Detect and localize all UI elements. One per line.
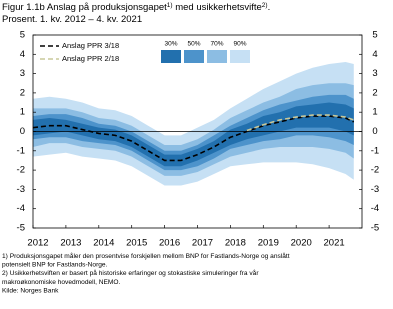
y-tick-label: 5	[20, 30, 25, 41]
x-tick-label: 2014	[93, 238, 114, 249]
legend-band-swatch	[230, 50, 250, 63]
y2-tick-label: 1	[372, 107, 377, 118]
title-footnote-ref: 2)	[262, 2, 268, 9]
y-tick-label: 0	[20, 126, 25, 137]
uncertainty-band	[33, 83, 354, 176]
y2-tick-label: -4	[371, 203, 379, 214]
x-tick-label: 2012	[27, 238, 48, 249]
y-tick-label: 1	[20, 107, 25, 118]
y2-tick-label: 5	[372, 30, 377, 41]
legend-band-label: 30%	[164, 41, 177, 48]
y2-tick-label: 4	[372, 49, 377, 60]
y-tick-label: -1	[17, 145, 25, 156]
uncertainty-band	[33, 94, 354, 171]
forecast-line	[32, 115, 355, 162]
chart-subtitle: Prosent. 1. kv. 2012 – 4. kv. 2021	[2, 14, 142, 25]
x-tick-label: 2019	[258, 238, 279, 249]
y2-tick-label: -2	[371, 165, 379, 176]
legend-box	[37, 39, 167, 68]
legend-band-swatch	[207, 50, 227, 63]
title-footnote-ref: 1)	[167, 2, 173, 9]
y-tick-label: -2	[17, 165, 25, 176]
title-text: .	[268, 2, 271, 13]
x-tick-label: 2016	[159, 238, 180, 249]
legend-band-swatch	[161, 50, 181, 63]
uncertainty-band	[33, 62, 354, 186]
y-tick-label: -4	[17, 203, 25, 214]
y2-tick-label: 3	[372, 68, 377, 79]
legend-band-label: 50%	[187, 41, 200, 48]
footnote: 1) Produksjonsgapet måler den prosentvis…	[2, 252, 290, 260]
uncertainty-band	[33, 102, 354, 167]
footnote: potensielt BNP for Fastlands-Norge.	[2, 262, 108, 269]
footnote: makroøkonomiske hovedmodell, NEMO.	[2, 279, 121, 286]
x-tick-label: 2017	[192, 238, 213, 249]
legend-label: Anslag PPR 2/18	[62, 54, 119, 63]
legend-band-label: 70%	[210, 41, 223, 48]
x-tick-label: 2020	[291, 238, 312, 249]
forecast-line	[246, 114, 355, 132]
y2-tick-label: -3	[371, 184, 379, 195]
footnote: Kilde: Norges Bank	[2, 287, 59, 294]
legend-label: Anslag PPR 3/18	[62, 41, 119, 50]
x-tick-label: 2015	[126, 238, 147, 249]
legend-band-label: 90%	[233, 41, 246, 48]
x-tick-label: 2013	[60, 238, 81, 249]
x-tick-label: 2021	[324, 238, 345, 249]
y2-tick-label: 2	[372, 87, 377, 98]
x-tick-label: 2018	[225, 238, 246, 249]
y-tick-label: -3	[17, 184, 25, 195]
y2-tick-label: 0	[372, 126, 377, 137]
y-tick-label: 4	[20, 49, 25, 60]
chart-title: Figur 1.1b Anslag på produksjonsgapet1) …	[2, 2, 270, 13]
footnote: 2) Usikkerhetsviften er basert på histor…	[2, 269, 259, 277]
y2-tick-label: -1	[371, 145, 379, 156]
y-tick-label: 2	[20, 87, 25, 98]
y-tick-label: -5	[17, 223, 25, 234]
y2-tick-label: -5	[371, 223, 379, 234]
legend-band-swatch	[184, 50, 204, 63]
title-text: Figur 1.1b Anslag på produksjonsgapet	[2, 2, 167, 13]
y-tick-label: 3	[20, 68, 25, 79]
title-text: med usikkerhetsvifte	[173, 2, 262, 13]
